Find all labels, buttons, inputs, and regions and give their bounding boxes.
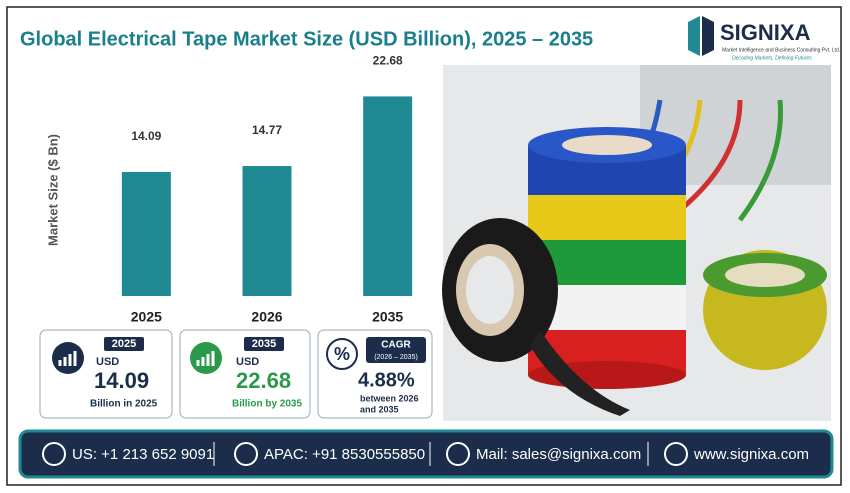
card: % CAGR (2026 – 2035) 4.88% between 2026 … [317,329,433,419]
card-caption: Billion in 2025 [90,399,158,410]
card-badge: CAGR [381,340,411,351]
logo-name: SIGNIXA [720,20,811,45]
card: 2035 USD 22.68 Billion by 2035 [179,329,311,419]
card-caption: between 2026 [360,393,419,403]
card-caption: and 2035 [360,404,399,414]
card-unit: USD [96,356,119,368]
logo-motto: Decoding Markets, Defining Futures [732,55,812,61]
logo-tagline: Market Intelligence and Business Consult… [722,47,840,53]
bar [363,96,413,296]
data-label: 22.68 [373,54,403,68]
logo: SIGNIXA Market Intelligence and Business… [688,16,840,61]
footer: US: +1 213 652 9091 APAC: +91 8530555850… [18,429,834,479]
card-period: (2026 – 2035) [374,354,418,361]
card-badge: 2025 [112,338,136,350]
card: 2025 USD 14.09 Billion in 2025 [39,329,173,419]
footer-apac: APAC: +91 8530555850 [264,446,425,463]
data-label: 14.77 [252,123,282,137]
footer-us: US: +1 213 652 9091 [72,446,214,463]
footer-mail: Mail: sales@signixa.com [476,446,641,463]
card-value: 14.09 [94,368,149,393]
card-value: 22.68 [236,368,291,393]
card-unit: USD [236,356,259,368]
footer-web: www.signixa.com [693,446,809,463]
plot: 2025 14.09 2026 14.77 2035 22.68 [121,54,413,325]
chart-title: Global Electrical Tape Market Size (USD … [20,28,593,50]
y-axis-label: Market Size ($ Bn) [45,134,60,246]
card-badge: 2035 [252,338,276,350]
x-tick-label: 2025 [131,309,162,325]
card-value: 4.88% [358,369,415,391]
card-caption: Billion by 2035 [232,399,302,410]
x-tick-label: 2035 [372,309,403,325]
data-label: 14.09 [131,129,161,143]
bar [242,166,292,296]
photo [442,65,831,421]
percent-icon: % [334,344,350,364]
x-tick-label: 2026 [251,309,282,325]
bar [121,172,171,296]
